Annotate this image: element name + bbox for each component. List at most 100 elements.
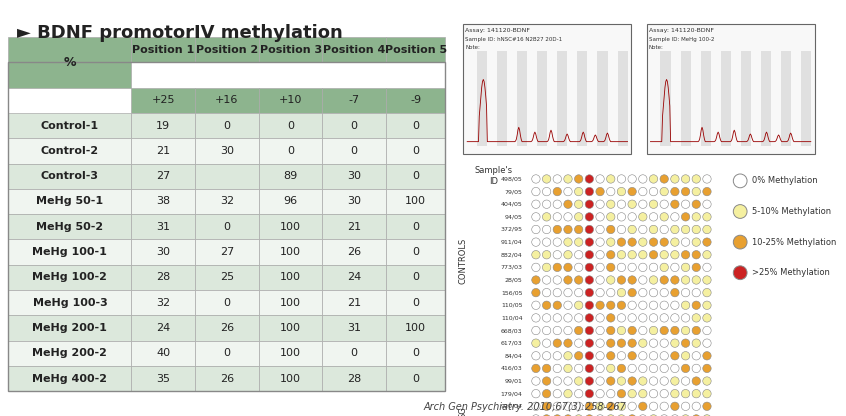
Text: 79/05: 79/05 <box>505 189 523 194</box>
Circle shape <box>628 326 636 335</box>
Circle shape <box>553 402 562 411</box>
Circle shape <box>553 352 562 360</box>
Circle shape <box>639 314 647 322</box>
Circle shape <box>650 288 657 297</box>
FancyBboxPatch shape <box>8 341 131 366</box>
Circle shape <box>660 389 668 398</box>
Text: 32: 32 <box>220 196 234 206</box>
FancyBboxPatch shape <box>618 51 628 146</box>
FancyBboxPatch shape <box>8 113 131 138</box>
Circle shape <box>650 364 657 373</box>
Text: 40: 40 <box>157 348 170 359</box>
Text: 110/04: 110/04 <box>501 315 523 320</box>
Circle shape <box>532 364 540 373</box>
FancyBboxPatch shape <box>386 113 445 138</box>
Circle shape <box>628 263 636 272</box>
Text: 28: 28 <box>347 374 361 384</box>
Circle shape <box>703 415 711 416</box>
Circle shape <box>681 288 689 297</box>
Circle shape <box>618 377 626 385</box>
FancyBboxPatch shape <box>386 290 445 315</box>
Circle shape <box>639 250 647 259</box>
Circle shape <box>681 225 689 234</box>
Circle shape <box>532 238 540 246</box>
Text: 0: 0 <box>412 374 420 384</box>
Circle shape <box>703 225 711 234</box>
Text: 38: 38 <box>157 196 170 206</box>
Text: 0: 0 <box>287 146 294 156</box>
FancyBboxPatch shape <box>386 214 445 240</box>
Circle shape <box>542 288 551 297</box>
Text: Note:: Note: <box>465 45 481 50</box>
Circle shape <box>628 200 636 208</box>
Circle shape <box>596 402 604 411</box>
Circle shape <box>553 225 562 234</box>
Circle shape <box>639 238 647 246</box>
Circle shape <box>733 205 747 218</box>
Circle shape <box>681 200 689 208</box>
Circle shape <box>607 200 615 208</box>
Circle shape <box>650 314 657 322</box>
Circle shape <box>681 175 689 183</box>
FancyBboxPatch shape <box>131 240 195 265</box>
Circle shape <box>660 187 668 196</box>
Text: +10: +10 <box>279 95 302 105</box>
Circle shape <box>650 263 657 272</box>
Circle shape <box>532 402 540 411</box>
FancyBboxPatch shape <box>8 265 131 290</box>
Circle shape <box>607 288 615 297</box>
Text: 27: 27 <box>220 247 234 257</box>
Circle shape <box>628 213 636 221</box>
FancyBboxPatch shape <box>761 51 771 146</box>
Circle shape <box>703 339 711 347</box>
Circle shape <box>660 250 668 259</box>
Circle shape <box>607 225 615 234</box>
Circle shape <box>542 326 551 335</box>
FancyBboxPatch shape <box>259 315 322 341</box>
Circle shape <box>585 263 594 272</box>
Circle shape <box>660 377 668 385</box>
Circle shape <box>733 266 747 280</box>
Circle shape <box>681 364 689 373</box>
FancyBboxPatch shape <box>322 189 386 214</box>
Circle shape <box>532 187 540 196</box>
Circle shape <box>618 288 626 297</box>
Circle shape <box>563 263 572 272</box>
Circle shape <box>692 238 700 246</box>
Circle shape <box>628 402 636 411</box>
FancyBboxPatch shape <box>259 341 322 366</box>
Circle shape <box>692 187 700 196</box>
Circle shape <box>585 276 594 284</box>
FancyBboxPatch shape <box>195 366 259 391</box>
Circle shape <box>692 402 700 411</box>
FancyBboxPatch shape <box>259 163 322 189</box>
Circle shape <box>692 389 700 398</box>
Circle shape <box>532 175 540 183</box>
Circle shape <box>618 200 626 208</box>
Circle shape <box>650 213 657 221</box>
Circle shape <box>553 301 562 310</box>
Circle shape <box>563 314 572 322</box>
Circle shape <box>692 326 700 335</box>
Circle shape <box>703 250 711 259</box>
Circle shape <box>650 225 657 234</box>
FancyBboxPatch shape <box>131 163 195 189</box>
Circle shape <box>660 339 668 347</box>
Text: Control-3: Control-3 <box>41 171 99 181</box>
Text: 0: 0 <box>412 348 420 359</box>
FancyBboxPatch shape <box>131 366 195 391</box>
Text: 404/05: 404/05 <box>501 202 523 207</box>
Circle shape <box>532 415 540 416</box>
Circle shape <box>542 250 551 259</box>
Text: 24: 24 <box>157 323 170 333</box>
Text: 100: 100 <box>280 298 301 308</box>
Circle shape <box>563 288 572 297</box>
Circle shape <box>542 200 551 208</box>
FancyBboxPatch shape <box>131 189 195 214</box>
Text: 30: 30 <box>347 171 361 181</box>
Circle shape <box>703 326 711 335</box>
Text: 26: 26 <box>347 247 361 257</box>
Circle shape <box>596 263 604 272</box>
Text: Control-2: Control-2 <box>41 146 99 156</box>
Circle shape <box>639 364 647 373</box>
